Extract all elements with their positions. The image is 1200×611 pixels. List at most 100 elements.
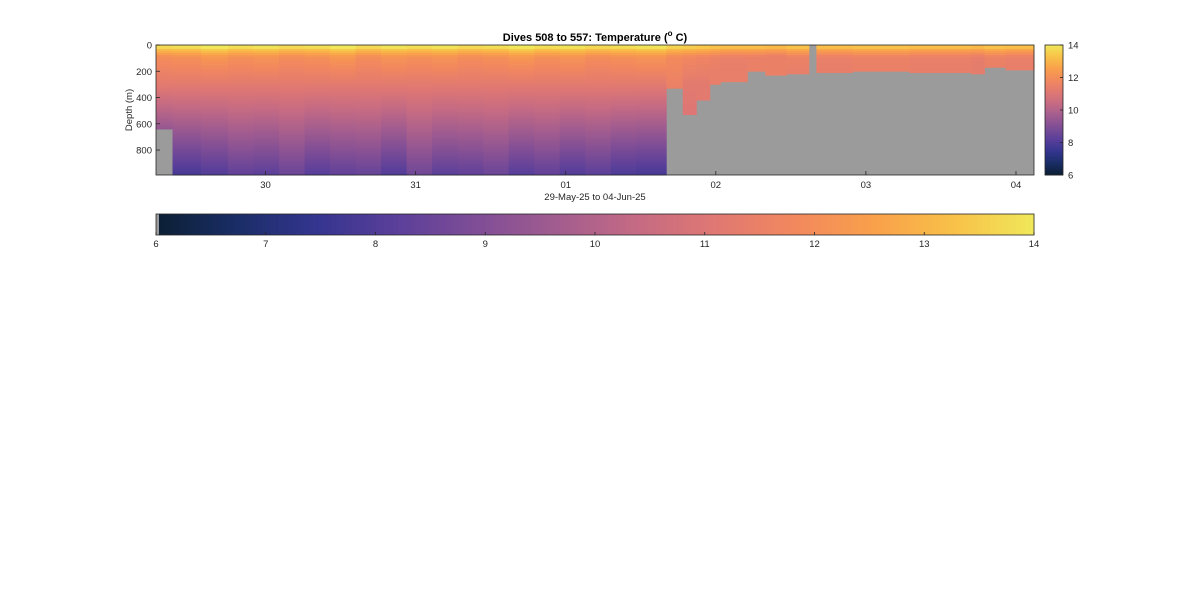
heatmap-cell	[696, 94, 711, 97]
heatmap-cell	[279, 125, 305, 129]
heatmap-cell	[279, 115, 305, 119]
heatmap-cell	[747, 68, 766, 72]
heatmap-cell	[457, 64, 484, 68]
heatmap-cell	[279, 90, 305, 93]
heatmap-cell	[534, 66, 561, 70]
heatmap-cell	[720, 74, 748, 77]
heatmap-cell	[172, 117, 202, 121]
heatmap-cell	[534, 68, 561, 72]
horizontal-colorbar-segment	[700, 214, 706, 235]
heatmap-cell	[304, 82, 331, 85]
heatmap-cell	[1005, 52, 1035, 56]
heatmap-cell	[253, 108, 280, 111]
heatmap-cell	[765, 66, 787, 70]
heatmap-cell	[457, 70, 484, 73]
heatmap-cell	[909, 64, 972, 68]
heatmap-cell	[483, 135, 510, 138]
heatmap-cell	[816, 56, 853, 60]
heatmap-cell	[355, 125, 382, 129]
heatmap-cell	[172, 149, 202, 152]
heatmap-cell	[279, 68, 305, 72]
heatmap-cell	[253, 127, 280, 131]
heatmap-cell	[909, 45, 972, 48]
heatmap-cell	[279, 45, 305, 48]
heatmap-cell	[483, 141, 510, 144]
heatmap-cell	[432, 121, 459, 125]
heatmap-cell	[156, 117, 173, 121]
heatmap-cell	[201, 129, 229, 133]
heatmap-cell	[432, 64, 459, 68]
heatmap-cell	[970, 62, 985, 66]
heatmap-cell	[483, 110, 510, 113]
heatmap-cell	[610, 86, 637, 89]
heatmap-cell	[304, 139, 331, 142]
heatmap-cell	[610, 108, 637, 111]
heatmap-cell	[381, 102, 408, 105]
heatmap-cell	[279, 141, 305, 144]
heatmap-cell	[610, 54, 637, 58]
heatmap-cell	[253, 66, 280, 70]
heatmap-cell	[585, 135, 612, 138]
dive-column	[508, 45, 535, 176]
heatmap-cell	[304, 86, 331, 89]
heatmap-cell	[666, 46, 684, 50]
horizontal-colorbar-segment	[353, 214, 359, 235]
horizontal-colorbar-segment	[226, 214, 232, 235]
heatmap-cell	[559, 125, 586, 129]
heatmap-cell	[156, 88, 173, 91]
heatmap-cell	[457, 76, 484, 79]
heatmap-cell	[330, 50, 357, 54]
heatmap-cell	[816, 64, 853, 68]
heatmap-cell	[355, 137, 382, 140]
heatmap-cell	[585, 119, 612, 123]
heatmap-cell	[330, 173, 357, 176]
horizontal-colorbar: 6 7 8 9 10 11 12 13 14	[153, 213, 1039, 250]
heatmap-cell	[709, 68, 721, 72]
heatmap-cell	[304, 161, 331, 164]
heatmap-cell	[172, 90, 202, 93]
heatmap-cell	[534, 159, 561, 162]
heatmap-cell	[585, 80, 612, 83]
heatmap-cell	[709, 46, 721, 50]
heatmap-cell	[483, 137, 510, 140]
heatmap-cell	[253, 86, 280, 89]
heatmap-cell	[483, 143, 510, 146]
heatmap-cell	[508, 173, 535, 176]
heatmap-cell	[330, 169, 357, 172]
heatmap-cell	[279, 151, 305, 154]
horizontal-colorbar-segment	[309, 214, 315, 235]
heatmap-cell	[330, 46, 357, 50]
heatmap-cell	[534, 110, 561, 113]
horizontal-colorbar-segment	[731, 214, 736, 235]
heatmap-cell	[483, 151, 510, 154]
heatmap-cell	[304, 50, 331, 54]
heatmap-cell	[610, 48, 637, 52]
heatmap-cell	[534, 102, 561, 105]
heatmap-cell	[406, 94, 433, 97]
heatmap-cell	[508, 133, 535, 137]
heatmap-cell	[457, 167, 484, 170]
horizontal-colorbar-segment	[252, 214, 258, 235]
heatmap-cell	[610, 78, 637, 81]
heatmap-cell	[852, 48, 910, 52]
heatmap-cell	[696, 84, 711, 87]
heatmap-cell	[406, 104, 433, 107]
heatmap-cell	[355, 94, 382, 97]
heatmap-cell	[253, 76, 280, 79]
heatmap-cell	[304, 64, 331, 68]
horizontal-colorbar-segment	[498, 214, 504, 235]
vertical-colorbar-segment	[1045, 47, 1063, 50]
heatmap-cell	[172, 139, 202, 142]
heatmap-cell	[457, 141, 484, 144]
heatmap-cell	[406, 119, 433, 123]
heatmap-cell	[172, 50, 202, 54]
heatmap-cell	[709, 56, 721, 60]
heatmap-cell	[696, 76, 711, 79]
heatmap-cell	[432, 115, 459, 119]
heatmap-cell	[559, 68, 586, 72]
heatmap-cell	[747, 46, 766, 50]
heatmap-cell	[156, 96, 173, 99]
heatmap-cell	[253, 74, 280, 77]
heatmap-cell	[381, 50, 408, 54]
horizontal-colorbar-segment	[915, 214, 921, 235]
